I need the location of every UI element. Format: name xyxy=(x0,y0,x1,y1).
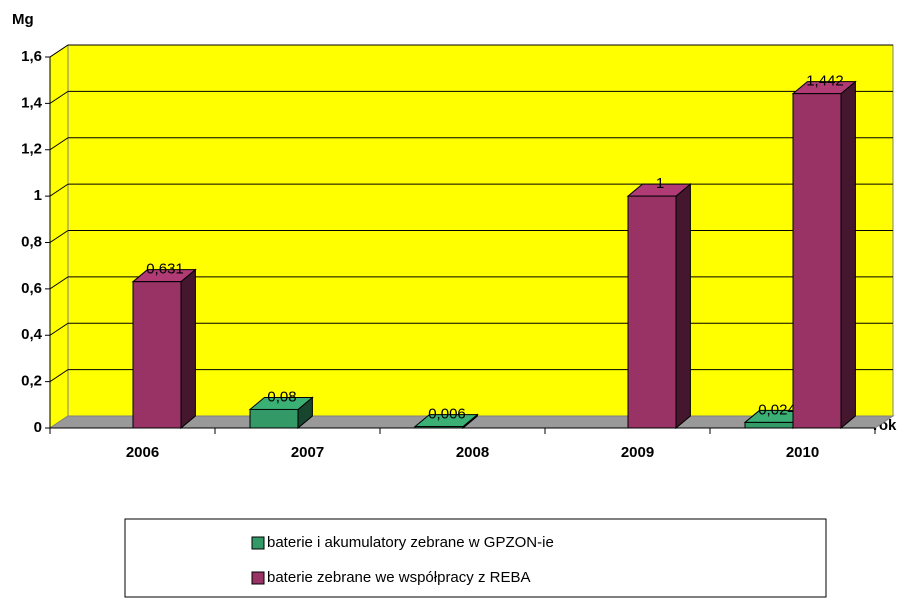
grid-line xyxy=(49,137,69,151)
value-label: 1 xyxy=(656,175,664,192)
legend-label: baterie zebrane we współpracy z REBA xyxy=(267,569,530,586)
y-tick-label: 1,6 xyxy=(21,48,42,65)
value-label: 0,631 xyxy=(146,261,184,278)
value-label: 1,442 xyxy=(806,73,844,90)
bar xyxy=(744,421,794,429)
grid-line xyxy=(49,44,69,58)
legend-label: baterie i akumulatory zebrane w GPZON-ie xyxy=(267,534,554,551)
bar xyxy=(792,93,842,429)
y-tick-label: 1,4 xyxy=(21,94,43,111)
x-tick-label: 2008 xyxy=(456,444,489,461)
y-tick-label: 0,2 xyxy=(21,373,42,390)
value-label: 0,006 xyxy=(428,406,466,423)
y-tick-label: 0,8 xyxy=(21,233,42,250)
x-tick-label: 2010 xyxy=(786,444,819,461)
y-tick-label: 0 xyxy=(34,419,42,436)
y-tick-label: 1 xyxy=(34,187,42,204)
grid-line xyxy=(49,230,69,243)
value-label: 0,024 xyxy=(758,401,796,418)
y-tick-label: 0,6 xyxy=(21,280,42,297)
legend-swatch xyxy=(251,571,265,585)
y-tick-label: 0,4 xyxy=(21,326,43,343)
y-tick-label: 1,2 xyxy=(21,141,42,158)
grid-line xyxy=(49,90,69,104)
x-tick-label: 2006 xyxy=(126,444,159,461)
grid-line xyxy=(49,183,69,197)
y-axis-label: Mg xyxy=(12,11,34,28)
value-label: 0,08 xyxy=(267,388,296,405)
grid-line xyxy=(49,369,69,383)
grid-line xyxy=(49,276,69,290)
bar-side xyxy=(180,268,196,430)
bar xyxy=(414,426,464,429)
grid-line xyxy=(49,322,69,336)
legend xyxy=(124,518,827,598)
bar xyxy=(249,408,299,429)
x-tick-label: 2007 xyxy=(291,444,324,461)
bar-side xyxy=(675,183,691,430)
bar-side xyxy=(840,80,856,430)
bar xyxy=(627,195,677,429)
legend-swatch xyxy=(251,536,265,550)
bar xyxy=(132,281,182,429)
x-tick-label: 2009 xyxy=(621,444,654,461)
